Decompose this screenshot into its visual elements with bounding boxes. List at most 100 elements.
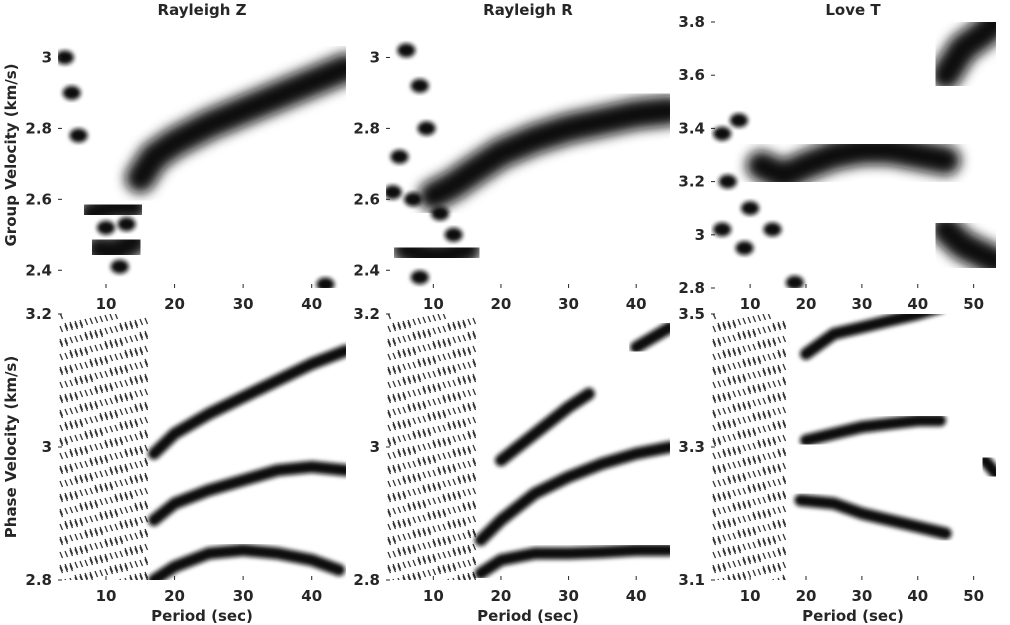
stripe-mark xyxy=(94,359,99,367)
stripe-mark xyxy=(417,403,422,411)
stripe-mark xyxy=(74,350,79,358)
stripe-mark xyxy=(94,344,99,352)
stripe-mark xyxy=(432,411,437,419)
stripe-mark xyxy=(74,393,79,401)
stripe-mark xyxy=(407,349,412,357)
stripe-mark xyxy=(432,398,437,406)
stripe-mark xyxy=(717,464,722,472)
stripe-mark xyxy=(412,447,417,455)
stripe-mark xyxy=(732,474,737,482)
ridge-3 xyxy=(930,214,996,277)
stripe-mark xyxy=(422,484,427,492)
stripe-mark xyxy=(432,355,437,363)
stripe-mark xyxy=(59,381,64,389)
stripe-mark xyxy=(417,515,422,523)
stripe-mark xyxy=(437,468,442,476)
stripe-mark xyxy=(467,531,472,539)
stripe-mark xyxy=(722,463,727,471)
stripe-mark xyxy=(762,410,767,418)
stripe-mark xyxy=(99,554,104,562)
stripe-mark xyxy=(767,424,772,432)
stripe-mark xyxy=(457,320,462,328)
stripe-mark xyxy=(64,535,69,543)
stripe-mark xyxy=(134,433,139,441)
stripe-mark xyxy=(99,457,104,465)
stripe-mark xyxy=(94,428,99,436)
stripe-mark xyxy=(437,565,442,573)
stripe-mark xyxy=(782,320,787,328)
stripe-mark xyxy=(114,353,119,361)
stripe-mark xyxy=(84,374,89,382)
stripe-mark xyxy=(422,486,427,494)
stripe-mark xyxy=(79,575,83,580)
stripe-mark xyxy=(99,412,104,420)
stripe-mark xyxy=(427,384,432,392)
stripe-mark xyxy=(387,566,392,574)
stripe-mark xyxy=(452,562,457,570)
stripe-mark xyxy=(387,340,392,348)
stripe-mark xyxy=(124,349,129,357)
stripe-mark xyxy=(742,429,747,437)
stripe-mark xyxy=(387,325,392,333)
stripe-mark xyxy=(99,429,104,437)
stripe-mark xyxy=(777,379,782,387)
stripe-mark xyxy=(124,394,129,402)
stripe-mark xyxy=(139,376,144,384)
stripe-mark xyxy=(737,488,742,496)
stripe-mark xyxy=(134,375,139,383)
stripe-mark xyxy=(427,513,432,521)
stripe-mark xyxy=(412,546,417,554)
stripe-mark xyxy=(767,340,772,348)
y-tick-label: 3 xyxy=(695,226,705,244)
stripe-mark xyxy=(782,492,787,500)
stripe-mark xyxy=(752,386,757,394)
stripe-mark xyxy=(69,549,74,557)
stripe-mark xyxy=(737,404,742,412)
stripe-mark xyxy=(79,532,84,540)
stripe-mark xyxy=(134,321,139,329)
stripe-mark xyxy=(452,478,457,486)
stripe-mark xyxy=(742,457,747,465)
stripe-mark xyxy=(74,376,79,384)
stripe-mark xyxy=(767,353,772,361)
stripe-mark xyxy=(129,393,134,401)
stripe-mark xyxy=(443,579,444,580)
stripe-mark xyxy=(762,369,767,377)
stripe-mark xyxy=(712,411,717,419)
stripe-mark xyxy=(144,573,149,580)
stripe-mark xyxy=(452,394,457,402)
stripe-mark xyxy=(119,494,124,502)
stripe-mark xyxy=(447,367,452,375)
stripe-mark xyxy=(139,318,144,326)
stripe-mark xyxy=(119,339,124,347)
stripe-mark xyxy=(742,571,747,579)
stripe-mark xyxy=(757,383,762,391)
stripe-mark xyxy=(139,430,144,438)
energy-blob-7 xyxy=(69,128,88,143)
stripe-mark xyxy=(437,314,442,321)
stripe-mark xyxy=(59,325,64,333)
stripe-mark xyxy=(417,388,422,396)
stripe-mark xyxy=(89,388,94,396)
stripe-mark xyxy=(119,563,124,571)
stripe-mark xyxy=(472,332,477,340)
stripe-mark xyxy=(114,411,119,419)
stripe-mark xyxy=(772,367,777,375)
stripe-mark xyxy=(762,354,767,362)
stripe-mark xyxy=(762,341,767,349)
stripe-mark xyxy=(387,314,392,320)
stripe-mark xyxy=(124,420,129,428)
stripe-mark xyxy=(772,380,777,388)
period-axis-label-3: Period (sec) xyxy=(802,607,904,625)
stripe-mark xyxy=(407,547,412,555)
stripe-mark xyxy=(402,419,407,427)
stripe-mark xyxy=(747,359,752,367)
stripe-mark xyxy=(717,393,722,401)
stripe-mark xyxy=(89,500,94,508)
stripe-mark xyxy=(437,511,442,519)
stripe-mark xyxy=(717,322,722,330)
stripe-mark xyxy=(79,448,84,456)
stripe-mark xyxy=(79,319,84,327)
stripe-mark xyxy=(747,316,752,324)
